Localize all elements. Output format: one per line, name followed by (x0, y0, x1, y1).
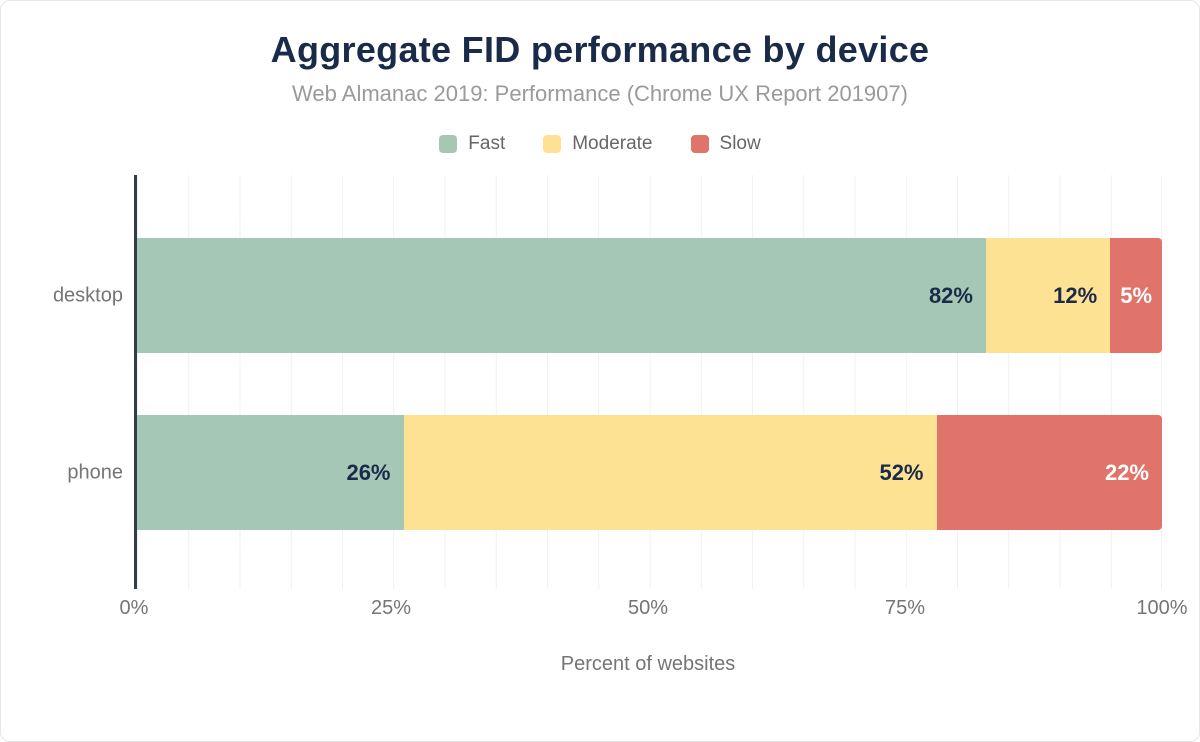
bar-segment-phone-fast[interactable]: 26% (137, 415, 404, 530)
bar-value-label: 22% (1104, 459, 1149, 485)
x-axis-tick-labels: 0% 25% 50% 75% 100% (120, 597, 1188, 623)
x-tick-label-100: 100% (1136, 597, 1188, 619)
x-tick-label-25: 25% (370, 597, 412, 619)
chart-legend: Fast Moderate Slow (1, 133, 1199, 155)
x-axis-ticks (134, 579, 1162, 589)
bar-value-label: 52% (879, 459, 924, 485)
legend-swatch-icon (439, 135, 458, 153)
bar-segment-desktop-slow[interactable]: 5% (1110, 238, 1162, 353)
chart-title: Aggregate FID performance by device (270, 29, 930, 70)
legend-item-fast[interactable]: Fast (439, 133, 505, 155)
bar-value-label: 26% (346, 459, 391, 485)
legend-label: Moderate (572, 133, 653, 154)
legend-item-moderate[interactable]: Moderate (543, 133, 653, 155)
legend-item-slow[interactable]: Slow (690, 133, 761, 155)
chart-subtitle: Web Almanac 2019: Performance (Chrome UX… (292, 81, 908, 106)
x-axis-title: Percent of websites (560, 653, 736, 675)
legend-label: Fast (468, 133, 506, 154)
bar-segment-phone-moderate[interactable]: 52% (403, 415, 937, 530)
bar-segment-desktop-moderate[interactable]: 12% (985, 238, 1111, 353)
plot-area: desktop 82% 12% 5% phone 26% 52% 22% (53, 175, 1162, 579)
legend-swatch-icon (543, 135, 562, 153)
legend-swatch-icon (690, 135, 709, 153)
y-axis-label-desktop: desktop (52, 284, 123, 306)
bar-value-label: 5% (1120, 282, 1152, 308)
bar-value-label: 12% (1053, 282, 1098, 308)
x-tick-label-0: 0% (119, 597, 149, 619)
chart-area: desktop 82% 12% 5% phone 26% 52% 22% 0% 25% 50% 75… (1, 175, 1199, 676)
x-tick-label-50: 50% (627, 597, 669, 619)
legend-label: Slow (719, 133, 761, 154)
x-tick-label-75: 75% (884, 597, 926, 619)
bar-value-label: 82% (928, 282, 973, 308)
bar-segment-desktop-fast[interactable]: 82% (137, 238, 986, 353)
bar-segment-phone-slow[interactable]: 22% (936, 415, 1162, 530)
bar-row-phone: phone 26% 52% 22% (67, 415, 1162, 530)
bar-row-desktop: desktop 82% 12% 5% (53, 238, 1162, 353)
y-axis-label-phone: phone (67, 461, 123, 483)
